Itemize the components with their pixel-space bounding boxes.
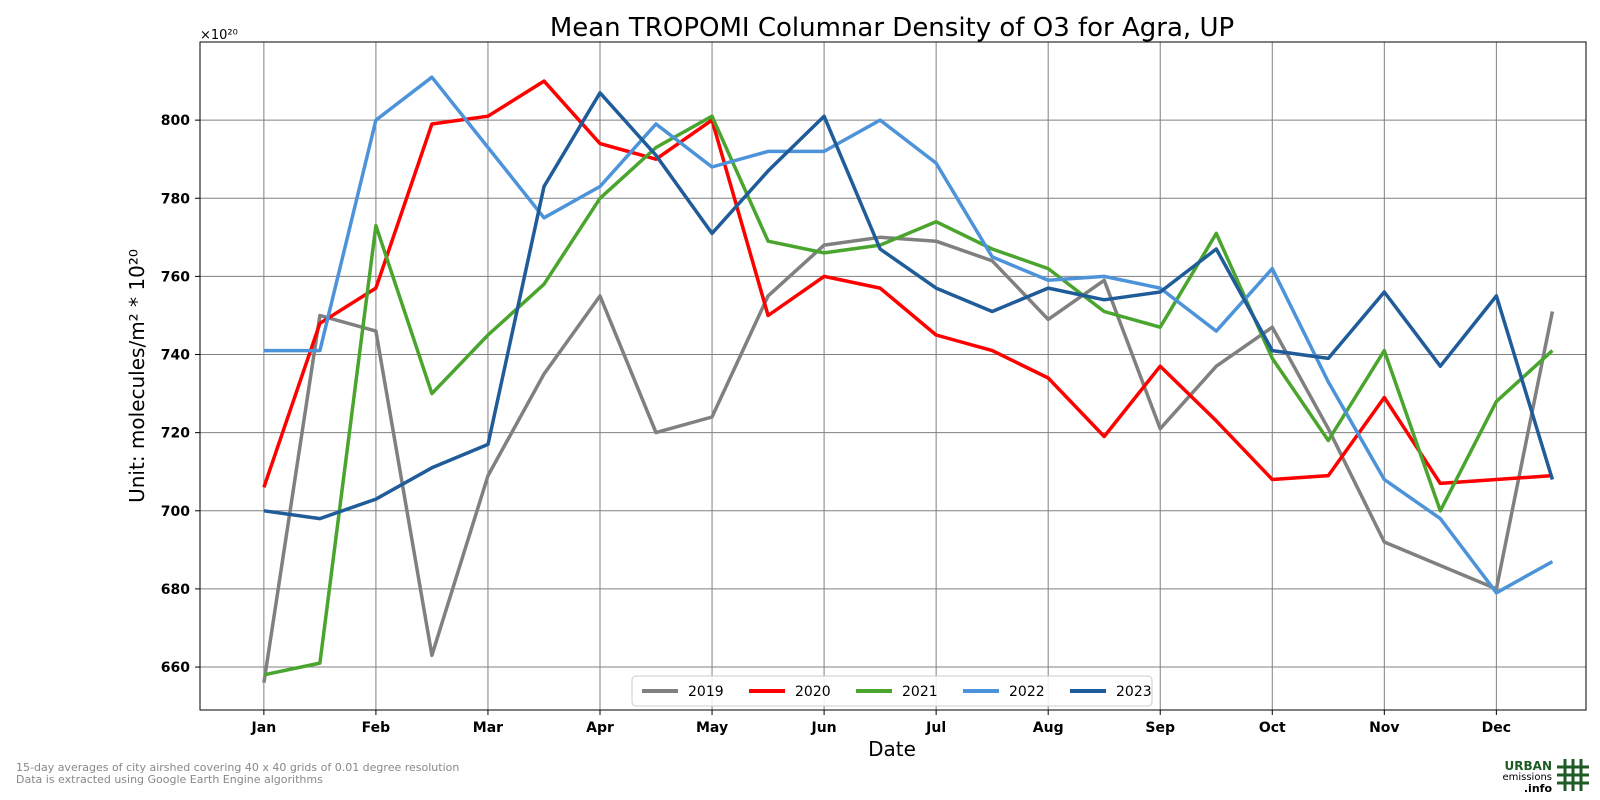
y-offset-label: ×10²⁰ [200,28,238,43]
legend-label-2020: 2020 [795,684,831,700]
x-tick-label: Mar [473,720,503,736]
y-tick-label: 780 [161,191,190,207]
x-tick-label: Jan [251,720,277,736]
x-tick-label: Sep [1145,720,1175,736]
y-axis-label: Unit: molecules/m² * 10²⁰ [125,249,149,503]
y-tick-label: 660 [161,660,190,676]
x-axis-label: Date [868,737,916,761]
y-tick-label: 760 [161,269,190,285]
x-tick-label: Aug [1033,720,1064,736]
x-tick-label: Jun [811,720,837,736]
y-tick-label: 700 [161,504,190,520]
x-tick-label: May [696,720,728,736]
y-tick-label: 800 [161,113,190,129]
logo-grid-icon [1557,759,1589,791]
legend: 2019 2020 2021 2022 2023 [631,675,1153,707]
y-tick-label: 680 [161,582,190,598]
y-tick-label: 740 [161,348,190,364]
logo-line-3: .info [1523,782,1552,795]
legend-label-2023: 2023 [1116,684,1152,700]
series-lines [262,75,1555,683]
x-tick-label: Dec [1482,720,1511,736]
x-tick-label: Nov [1369,720,1399,736]
chart-title: Mean TROPOMI Columnar Density of O3 for … [550,13,1234,43]
legend-label-2021: 2021 [902,684,938,700]
logo-text: URBAN emissions .info [1502,759,1552,795]
x-tick-label: Apr [586,720,614,736]
series-line-2022 [263,75,1554,595]
x-axis-ticks: Jan Feb Mar Apr May Jun Jul Aug Sep Oct Nov Dec [251,710,1511,736]
footnote-line-1: 15-day averages of city airshed covering… [16,761,460,774]
logo-line-1: URBAN [1504,759,1552,773]
grid-lines [200,42,1586,710]
series-line-2023 [263,91,1555,521]
plot-frame [199,41,1587,711]
legend-label-2019: 2019 [688,684,724,700]
footnote-line-2: Data is extracted using Google Earth Eng… [16,773,323,786]
y-axis-ticks: 660 680 700 720 740 760 780 800 [161,113,200,676]
x-tick-label: Oct [1259,720,1286,736]
urbanemissions-logo: URBAN emissions .info [1464,756,1594,796]
x-tick-label: Feb [362,720,391,736]
logo-line-2: emissions [1502,772,1552,783]
footnote: 15-day averages of city airshed covering… [16,762,459,786]
legend-label-2022: 2022 [1009,684,1045,700]
x-tick-label: Jul [925,720,946,736]
series-line-2019 [262,235,1555,683]
series-line-2020 [262,79,1553,488]
y-tick-label: 720 [161,426,190,442]
series-line-2021 [263,114,1554,677]
